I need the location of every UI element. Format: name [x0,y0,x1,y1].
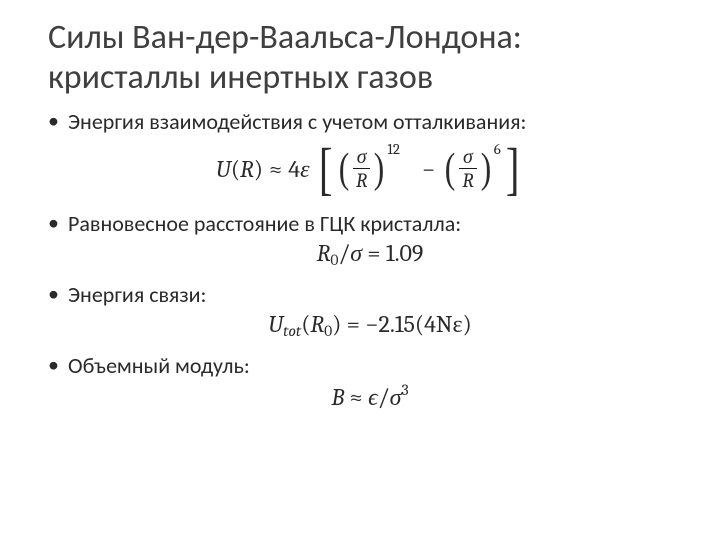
sym-slash-1: / [338,239,350,267]
sym-0-3: 0 [324,322,332,340]
formula-r0: R0/σ = 1.09 [68,241,672,268]
frac-num-2: σ [460,146,476,168]
paren-l-1: ( [339,148,350,190]
sym-eq-2: = [362,239,386,267]
sym-R0-R: R [317,239,331,267]
slide: Силы Ван-дер-Ваальса-Лондона: кристаллы … [0,0,720,540]
val-1.09: 1.09 [386,239,424,267]
bullet-text-2: Равновесное расстояние в ГЦК кристалла: [68,210,672,238]
bullet-item-1: Энергия взаимодействия с учетом отталкив… [48,108,672,198]
sym-lparen: ( [231,157,240,181]
formula-utot: Utot(R0) = −2.15(4Nε) [68,312,672,339]
bullet-list: Энергия взаимодействия с учетом отталкив… [48,108,672,409]
sym-rparen: ) [254,157,263,181]
exp-6: 6 [494,142,501,157]
paren-r-2: ) [480,148,491,190]
sym-U: U [216,157,231,181]
sym-sigma-2: σ [350,239,362,267]
sym-approx-4: ≈ [344,383,368,411]
sym-R-arg: R [240,157,254,181]
frac-num-1: σ [354,146,370,168]
val-utot: −2.15(4Nε) [365,310,472,338]
sym-minus: − [414,157,443,181]
sym-sigma-4: σ [390,383,402,411]
formula-bulk: B ≈ ϵ/σ3 [68,383,672,409]
sym-R-3: R [310,310,324,338]
bullet-item-2: Равновесное расстояние в ГЦК кристалла: … [48,210,672,269]
paren-r-1: ) [374,148,385,190]
sym-Utot-U: U [268,310,283,338]
sym-lpar-3: ( [301,310,310,338]
frac-sigma-R-2: σ R [457,146,478,191]
sym-approx: ≈ [263,157,288,181]
bullet-text-4: Объемный модуль: [68,352,672,380]
bullet-item-4: Объемный модуль: B ≈ ϵ/σ3 [48,352,672,410]
paren-l-2: ( [445,148,456,190]
bullet-item-3: Энергия связи: Utot(R0) = −2.15(4Nε) [48,281,672,340]
bracket-left: [ [317,140,333,198]
sym-eps: ε [300,157,309,181]
sym-4: 4 [288,157,300,181]
sym-slash-4: / [378,383,390,411]
sym-eps-4: ϵ [368,383,378,411]
bracket-right: ] [504,140,520,198]
exp-12: 12 [387,142,400,157]
term-6: ( σ R ) 6 [443,146,501,191]
sym-eq-3: = [341,310,365,338]
bullet-text-1: Энергия взаимодействия с учетом отталкив… [68,108,672,136]
frac-den-2: R [459,168,476,191]
frac-sigma-R-1: σ R [351,146,372,191]
sym-exp3: 3 [401,381,408,399]
sym-B: B [331,383,344,411]
bullet-text-3: Энергия связи: [68,281,672,309]
frac-den-1: R [353,168,370,191]
slide-title: Силы Ван-дер-Ваальса-Лондона: кристаллы … [48,18,672,98]
term-12: ( σ R ) 12 [337,146,400,191]
sym-Utot-sub: tot [283,322,301,340]
sym-rpar-3: ) [332,310,341,338]
formula-lennard-jones: U(R) ≈ 4ε [ ( σ R ) 12 − [68,140,672,198]
